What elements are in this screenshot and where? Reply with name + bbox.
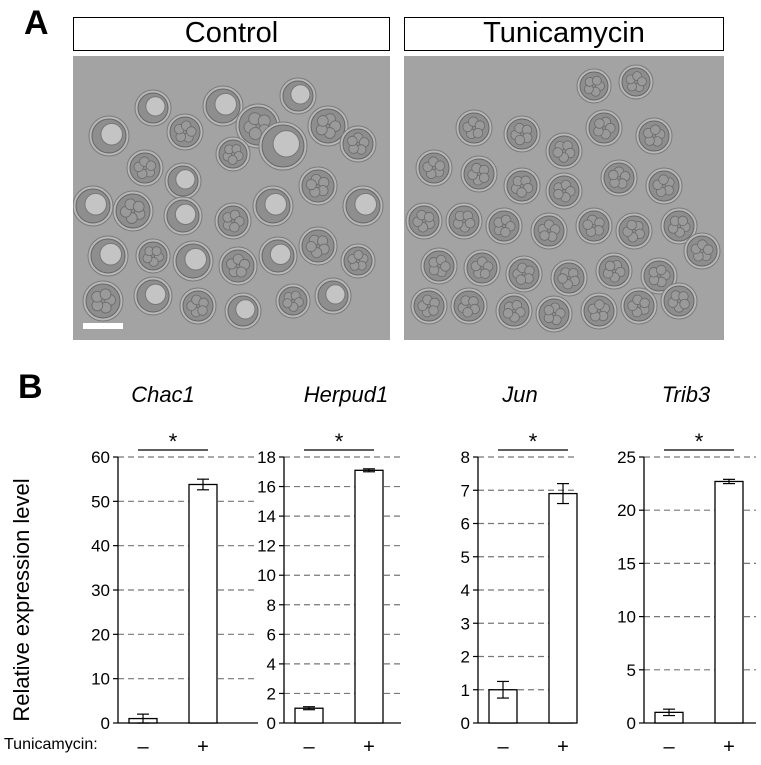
significance-asterisk: * — [335, 429, 344, 454]
y-tick-label: 10 — [91, 670, 110, 689]
y-tick-label: 16 — [257, 478, 276, 497]
treatment-tick-label: – — [137, 736, 149, 758]
treatment-tick-label: – — [303, 736, 315, 758]
treatment-tick-label: + — [557, 736, 569, 758]
treatment-tick-label: – — [497, 736, 509, 758]
chart-title: Chac1 — [131, 382, 195, 407]
treatment-label: Tunicamycin: — [4, 736, 98, 753]
chart-herpud1: Herpud1 0 2 4 6 8 10 12 14 16 18 – + * — [257, 382, 401, 758]
y-tick-label: 25 — [617, 448, 636, 467]
tunicamycin-title: Tunicamycin — [404, 17, 724, 51]
y-tick-label: 10 — [257, 566, 276, 585]
y-tick-label: 30 — [91, 581, 110, 600]
y-tick-label: 10 — [617, 608, 636, 627]
chart-chac1: Chac1 0 10 20 30 40 50 60 – + * — [91, 382, 258, 758]
bar — [354, 469, 384, 724]
y-tick-label: 4 — [267, 655, 276, 674]
chart-jun: Jun 0 1 2 3 4 5 6 7 8 – + * — [461, 382, 578, 758]
chart-trib3: Trib3 0 5 10 15 20 25 – + * — [617, 382, 756, 758]
tunicamycin-micrograph — [404, 56, 724, 340]
error-bar — [723, 478, 735, 485]
y-tick-label: 1 — [461, 681, 470, 700]
error-bar — [363, 468, 375, 473]
chart-title: Trib3 — [662, 382, 711, 407]
bar — [548, 492, 578, 724]
chart-title: Jun — [501, 382, 537, 407]
bar — [294, 707, 324, 724]
error-bar — [197, 478, 209, 491]
y-tick-label: 0 — [627, 714, 636, 733]
y-tick-label: 5 — [627, 661, 636, 680]
error-bar — [137, 713, 149, 724]
y-tick-label: 40 — [91, 537, 110, 556]
y-tick-label: 3 — [461, 614, 470, 633]
y-tick-label: 8 — [461, 448, 470, 467]
treatment-tick-label: + — [723, 736, 735, 758]
y-tick-label: 15 — [617, 554, 636, 573]
y-tick-label: 2 — [267, 684, 276, 703]
significance-asterisk: * — [695, 429, 704, 454]
control-micrograph — [73, 56, 390, 340]
y-tick-label: 0 — [101, 714, 110, 733]
panel-b-label: B — [18, 368, 43, 406]
error-bar — [557, 483, 569, 505]
y-tick-label: 7 — [461, 481, 470, 500]
error-bar — [497, 680, 509, 699]
significance-asterisk: * — [169, 429, 178, 454]
y-tick-label: 0 — [461, 714, 470, 733]
y-tick-label: 60 — [91, 448, 110, 467]
error-bar — [303, 706, 315, 711]
chart-title: Herpud1 — [304, 382, 388, 407]
y-tick-label: 18 — [257, 448, 276, 467]
treatment-tick-label: + — [363, 736, 375, 758]
y-tick-label: 0 — [267, 714, 276, 733]
error-bar — [663, 708, 675, 717]
y-tick-label: 6 — [267, 625, 276, 644]
y-tick-label: 5 — [461, 548, 470, 567]
y-tick-label: 2 — [461, 648, 470, 667]
y-tick-label: 8 — [267, 596, 276, 615]
y-tick-label: 6 — [461, 515, 470, 534]
panel-a-label: A — [24, 4, 49, 42]
scale-bar — [83, 323, 123, 329]
treatment-tick-label: + — [197, 736, 209, 758]
bar — [188, 483, 218, 724]
y-tick-label: 20 — [91, 625, 110, 644]
control-title: Control — [73, 17, 390, 51]
significance-asterisk: * — [529, 429, 538, 454]
y-tick-label: 50 — [91, 492, 110, 511]
y-tick-label: 20 — [617, 501, 636, 520]
bar — [714, 480, 744, 724]
y-tick-label: 12 — [257, 537, 276, 556]
treatment-tick-label: – — [663, 736, 675, 758]
y-tick-label: 4 — [461, 581, 470, 600]
y-tick-label: 14 — [257, 507, 276, 526]
